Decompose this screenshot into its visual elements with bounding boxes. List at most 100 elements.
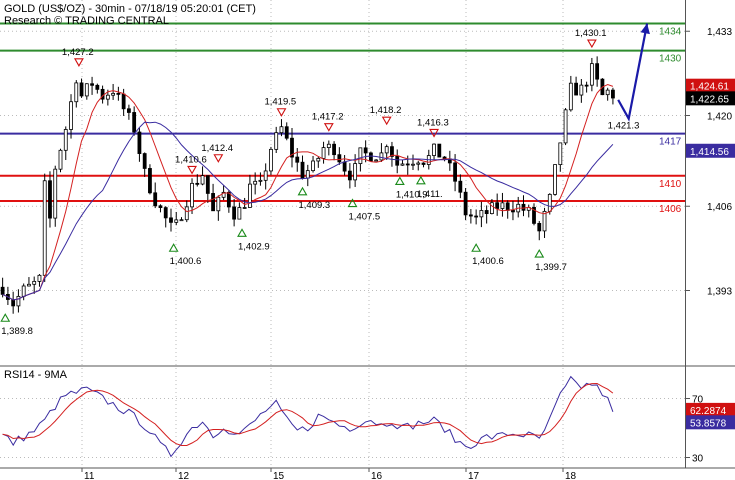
high-marker — [276, 108, 287, 117]
level-label-1434: 1434 — [659, 26, 682, 37]
rsi-ma-line — [2, 382, 614, 446]
candle-body — [611, 89, 615, 99]
price-tag-1: 1,422.65 — [686, 91, 735, 106]
candle-body — [374, 159, 379, 162]
chart-title: GOLD (US$/OZ) - 30min - 07/18/19 05:20:0… — [4, 3, 256, 15]
candle-body — [105, 94, 110, 100]
high-marker — [323, 123, 334, 132]
price-tag-box — [686, 78, 735, 93]
fast-moving-average — [2, 83, 614, 301]
candle-body — [305, 170, 310, 179]
rsi-tag-1: 53.8578 — [686, 415, 735, 430]
time-tick-label: 15 — [273, 471, 285, 480]
low-marker — [415, 175, 426, 185]
candle-body — [342, 161, 347, 172]
candle-body — [458, 180, 463, 193]
candle-body — [300, 161, 305, 179]
candle-body — [74, 82, 79, 103]
candle-body — [221, 191, 226, 198]
high-label: 1,412.4 — [201, 143, 233, 154]
candle-body — [174, 219, 179, 223]
candle-body — [400, 163, 405, 166]
candle-body — [558, 142, 563, 165]
low-marker — [534, 248, 545, 258]
low-label: 1,407.5 — [348, 212, 380, 223]
price-tag-0: 1,424.61 — [686, 78, 735, 93]
time-tick-label: 16 — [371, 471, 383, 480]
high-label: 1,417.2 — [312, 112, 344, 123]
candle-body — [163, 207, 168, 219]
candle-body — [363, 147, 368, 154]
candle-body — [16, 295, 21, 307]
chart-subtitle: Research © TRADING CENTRAL — [4, 15, 169, 27]
high-marker — [213, 154, 224, 163]
price-tag-text: 62.2874 — [690, 406, 727, 417]
candle-body — [27, 283, 31, 287]
rsi-indicator — [2, 375, 614, 458]
high-marker — [187, 165, 197, 175]
candle-body — [42, 180, 47, 276]
candle-body — [0, 286, 5, 295]
candle-body — [169, 217, 173, 223]
high-label: 1,416.3 — [417, 117, 449, 128]
candle-body — [484, 210, 489, 215]
candle-body — [121, 93, 126, 110]
candle-body — [200, 175, 205, 185]
candle-body — [142, 153, 147, 169]
price-tag-text: 1,424.61 — [690, 82, 729, 93]
candle-body — [474, 215, 479, 218]
candle-body — [353, 163, 358, 181]
high-label: 1,410.6 — [175, 154, 207, 165]
low-marker — [168, 243, 179, 252]
candle-body — [111, 92, 116, 96]
price-tick-label: 1,420 — [707, 112, 732, 123]
candle-body — [384, 146, 389, 154]
low-label: 1,399.7 — [535, 262, 567, 273]
high-label: 1,430.1 — [575, 28, 607, 39]
candle-body — [337, 154, 342, 163]
price-tag-box — [686, 402, 735, 417]
price-tick-label: 1,433 — [707, 27, 732, 38]
candle-body — [137, 131, 142, 154]
candle-body — [411, 163, 415, 166]
candle-body — [69, 101, 73, 130]
candle-body — [211, 193, 215, 212]
low-marker — [347, 198, 358, 208]
candle-body — [358, 147, 363, 164]
candle-body — [79, 82, 84, 97]
candle-body — [95, 84, 100, 90]
candle-body — [190, 182, 194, 208]
candle-body — [495, 202, 500, 209]
candle-body — [542, 210, 547, 232]
candle-body — [589, 63, 594, 86]
candle-body — [468, 214, 473, 217]
candle-body — [216, 196, 221, 212]
note-label: 1,421.3 — [608, 121, 640, 132]
candle-body — [574, 82, 578, 96]
candle-body — [84, 83, 89, 97]
candle-body — [90, 83, 94, 86]
candle-body — [316, 157, 321, 162]
candle-body — [521, 203, 526, 211]
candle-body — [537, 222, 542, 232]
candle-body — [326, 143, 331, 148]
candle-body — [379, 152, 384, 161]
low-marker — [297, 186, 308, 196]
candle-body — [437, 143, 442, 158]
price-tag-2: 1,414.56 — [686, 143, 735, 158]
candle-body — [274, 132, 279, 150]
time-tick-label: 11 — [84, 471, 95, 480]
low-label: 1,410.9 — [396, 189, 428, 200]
low-marker — [0, 313, 11, 322]
level-label-1406: 1406 — [659, 204, 682, 215]
price-tag-text: 1,414.56 — [690, 147, 729, 158]
price-tag-box — [686, 143, 735, 158]
high-marker — [73, 58, 84, 67]
candle-body — [116, 92, 121, 95]
candle-body — [453, 162, 457, 182]
candle-body — [269, 148, 273, 172]
price-tick-label: 1,406 — [707, 202, 732, 213]
forecast-arrowhead — [640, 23, 650, 35]
low-label: 1,400.6 — [472, 256, 504, 267]
